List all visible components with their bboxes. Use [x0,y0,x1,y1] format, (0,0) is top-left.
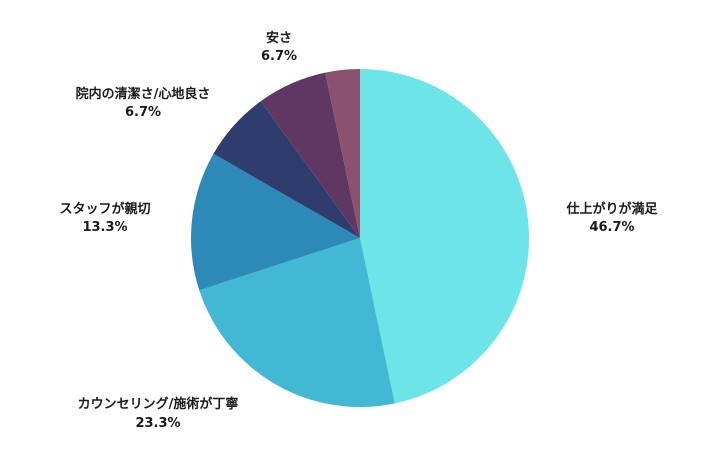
pie-slice-3 [213,101,360,238]
slice-value-1: 23.3% [135,416,180,431]
pie-slice-0 [360,69,529,404]
slice-label-0: 仕上がりが満足 [565,201,658,217]
pie-slice-5 [325,69,360,238]
labels-layer: 仕上がりが満足 46.7% カウンセリング/施術が丁寧 23.3% スタッフが親… [59,30,658,431]
slice-value-0: 46.7% [589,220,634,235]
slice-label-2: スタッフが親切 [59,201,150,217]
slices-layer [191,69,529,407]
slice-value-2: 13.3% [82,220,127,235]
slice-label-3: 院内の清潔さ/心地良さ [76,86,211,102]
pie-slice-1 [199,238,395,407]
slice-value-4: 6.7% [261,49,297,64]
pie-slice-4 [260,72,360,239]
pie-slice-2 [191,153,360,291]
slice-value-3: 6.7% [125,105,161,120]
slice-label-4: 安さ [266,30,292,46]
slice-label-1: カウンセリング/施術が丁寧 [78,396,239,412]
